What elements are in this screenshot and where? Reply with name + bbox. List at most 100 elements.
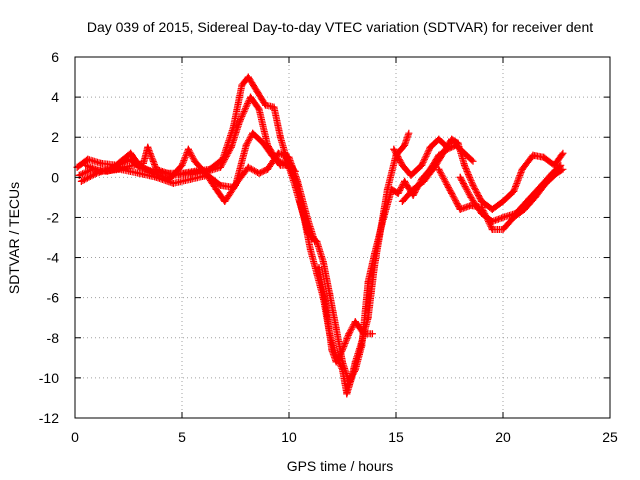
data-point: [499, 213, 507, 221]
data-point: [379, 215, 387, 223]
y-tick-label: 4: [51, 89, 59, 105]
data-point: [345, 378, 353, 386]
data-point: [255, 105, 263, 113]
data-point: [426, 143, 434, 151]
data-point: [221, 197, 229, 205]
data-point: [144, 143, 152, 151]
data-point: [435, 165, 443, 173]
data-point: [296, 197, 304, 205]
data-point: [249, 129, 257, 137]
data-point: [343, 390, 351, 398]
data-point: [253, 87, 261, 95]
data-point: [116, 165, 124, 173]
data-point: [557, 161, 565, 169]
data-point: [360, 330, 368, 338]
data-point: [77, 177, 85, 185]
data-point: [499, 197, 507, 205]
data-point: [371, 250, 379, 258]
data-point: [332, 358, 340, 366]
data-point: [401, 177, 409, 185]
data-point: [319, 258, 327, 266]
data-point: [321, 298, 329, 306]
data-point: [394, 189, 402, 197]
data-point: [135, 169, 143, 177]
data-point: [364, 278, 372, 286]
data-point: [332, 324, 340, 332]
data-point: [274, 149, 282, 157]
data-point: [187, 169, 195, 177]
data-point: [390, 145, 398, 153]
series-sat-h: [398, 135, 567, 213]
data-point: [339, 346, 346, 354]
y-tick-label: 0: [51, 169, 59, 185]
data-point: [259, 139, 267, 147]
data-point: [405, 129, 413, 137]
y-tick-label: 2: [51, 129, 59, 145]
data-point: [217, 163, 225, 171]
data-point: [313, 238, 321, 246]
data-point: [304, 229, 312, 237]
data-point: [184, 145, 192, 153]
data-point: [418, 161, 426, 169]
data-point: [518, 165, 526, 173]
data-point: [97, 159, 105, 167]
y-tick-label: -6: [47, 290, 60, 306]
data-point: [326, 290, 334, 298]
y-tick-label: -10: [39, 370, 59, 386]
data-point: [261, 101, 269, 109]
data-point: [420, 177, 428, 185]
data-series: [73, 73, 567, 398]
series-sat-g: [315, 264, 376, 366]
data-point: [454, 139, 462, 147]
data-point: [488, 217, 496, 225]
y-tick-label: -12: [39, 410, 59, 426]
data-point: [227, 143, 235, 151]
data-point: [448, 189, 456, 197]
data-point: [469, 157, 477, 165]
data-point: [478, 209, 486, 217]
data-point: [368, 330, 376, 338]
series-sat-j: [456, 161, 565, 225]
data-point: [439, 149, 447, 157]
data-point: [97, 167, 105, 175]
data-point: [456, 173, 464, 181]
data-point: [244, 163, 252, 171]
data-point: [559, 149, 567, 157]
data-point: [270, 103, 278, 111]
data-point: [358, 342, 366, 350]
grid-lines: [75, 57, 610, 418]
data-point: [328, 346, 336, 354]
data-point: [398, 161, 406, 169]
data-point: [255, 169, 263, 177]
series-sat-k: [390, 135, 451, 179]
x-tick-label: 15: [388, 429, 404, 445]
data-point: [229, 183, 237, 191]
data-point: [246, 93, 254, 101]
data-point: [443, 143, 451, 151]
data-point: [512, 209, 520, 217]
data-point: [264, 165, 272, 173]
data-point: [469, 181, 477, 189]
x-tick-label: 0: [71, 429, 79, 445]
data-point: [152, 173, 160, 181]
data-point: [351, 366, 359, 374]
chart-title: Day 039 of 2015, Sidereal Day-to-day VTE…: [87, 19, 593, 35]
data-point: [242, 141, 250, 149]
y-tick-label: -2: [47, 209, 60, 225]
data-point: [435, 135, 443, 143]
x-tick-label: 25: [602, 429, 618, 445]
data-point: [499, 225, 507, 233]
data-point: [276, 161, 284, 169]
data-point: [351, 318, 359, 326]
data-point: [398, 197, 406, 205]
data-point: [448, 135, 456, 143]
y-axis-label: SDTVAR / TECUs: [6, 182, 22, 294]
y-tick-label: 6: [51, 49, 59, 65]
plot-frame: [74, 56, 611, 419]
x-tick-label: 20: [495, 429, 511, 445]
data-point: [187, 175, 195, 183]
data-point: [244, 73, 252, 81]
